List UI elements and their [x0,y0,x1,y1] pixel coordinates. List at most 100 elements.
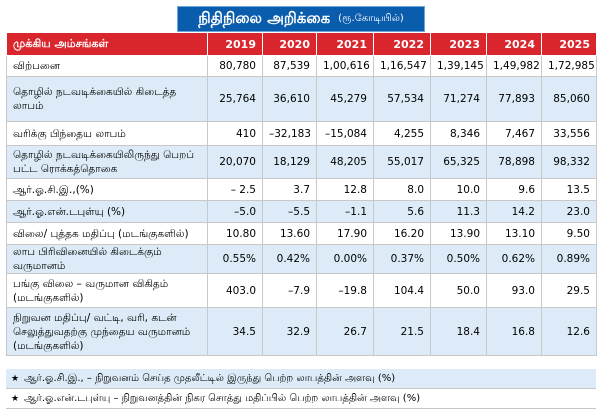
cell-value: 0.89% [541,244,597,274]
row-label: பங்கு விலை – வருமான விகிதம் (மடங்குகளில்… [6,273,208,308]
row-label: ஆர்.ஓ.சி.இ.,(%) [6,178,208,201]
cell-value: 104.4 [373,273,431,308]
unit-label: (ரூ.கோடியில்) [338,13,404,24]
header-year: 2020 [262,32,317,56]
title-box: நிதிநிலை அறிக்கை (ரூ.கோடியில்) [177,6,425,32]
star-icon: ★ [10,373,20,384]
cell-value: 85,060 [541,76,597,122]
header-year: 2025 [541,32,597,56]
cell-value: 410 [207,121,263,146]
financial-table: முக்கிய அம்சங்கள் 2019 2020 2021 2022 20… [6,32,597,356]
cell-value: 1,39,145 [430,55,487,77]
footnote: ★ ஆர்.ஓ.சி.இ., – நிறுவனம் செய்த முதலீட்ட… [6,369,596,389]
cell-value: 11.3 [430,200,487,223]
cell-value: 34.5 [207,307,263,356]
cell-value: 71,274 [430,76,487,122]
cell-value: 87,539 [262,55,317,77]
cell-value: 78,898 [486,145,542,179]
row-label: ஆர்.ஓ.என்.டபுள்யு (%) [6,200,208,223]
cell-value: 1,49,982 [486,55,542,77]
table-row: தொழில் நடவடிக்கையில் கிடைத்த லாபம் 25,76… [6,76,597,122]
cell-value: –32,183 [262,121,317,146]
cell-value: 93.0 [486,273,542,308]
header-year: 2023 [430,32,487,56]
cell-value: –15,084 [316,121,374,146]
cell-value: 57,534 [373,76,431,122]
table-row: நிறுவன மதிப்பு/ வட்டி, வரி, கடன் செலுத்த… [6,307,597,356]
header-year: 2019 [207,32,263,56]
header-label: முக்கிய அம்சங்கள் [6,32,208,56]
cell-value: 10.0 [430,178,487,201]
cell-value: 45,279 [316,76,374,122]
cell-value: 12.6 [541,307,597,356]
cell-value: 36,610 [262,76,317,122]
cell-value: –1.1 [316,200,374,223]
cell-value: 8.0 [373,178,431,201]
cell-value: 48,205 [316,145,374,179]
cell-value: 29.5 [541,273,597,308]
cell-value: 25,764 [207,76,263,122]
cell-value: 3.7 [262,178,317,201]
cell-value: 33,556 [541,121,597,146]
cell-value: 0.00% [316,244,374,274]
row-label: தொழில் நடவடிக்கையிலிருந்து பெறப் பட்ட ரொ… [6,145,208,179]
row-label: லாப பிரிவினையில் கிடைக்கும் வருமானம் [6,244,208,274]
cell-value: 7,467 [486,121,542,146]
cell-value: –7.9 [262,273,317,308]
row-label: தொழில் நடவடிக்கையில் கிடைத்த லாபம் [6,76,208,122]
table-row: வரிக்கு பிந்தைய லாபம் 410 –32,183 –15,08… [6,121,597,146]
row-label: விற்பனை [6,55,208,77]
cell-value: 403.0 [207,273,263,308]
cell-value: 0.62% [486,244,542,274]
cell-value: –5.5 [262,200,317,223]
row-label: வரிக்கு பிந்தைய லாபம் [6,121,208,146]
cell-value: 10.80 [207,222,263,245]
cell-value: –19.8 [316,273,374,308]
cell-value: 32.9 [262,307,317,356]
cell-value: 80,780 [207,55,263,77]
cell-value: 13.90 [430,222,487,245]
row-label: நிறுவன மதிப்பு/ வட்டி, வரி, கடன் செலுத்த… [6,307,208,356]
cell-value: 55,017 [373,145,431,179]
cell-value: 0.37% [373,244,431,274]
cell-value: 26.7 [316,307,374,356]
table-row: விற்பனை 80,780 87,539 1,00,616 1,16,547 … [6,55,597,77]
cell-value: 65,325 [430,145,487,179]
cell-value: 23.0 [541,200,597,223]
cell-value: 9.50 [541,222,597,245]
cell-value: 14.2 [486,200,542,223]
cell-value: 16.20 [373,222,431,245]
title-bar: நிதிநிலை அறிக்கை (ரூ.கோடியில்) [0,0,600,32]
footnote: ★ ஆர்.ஓ.என்.டபுள்யு – நிறுவனத்தின் நிகர … [6,389,596,409]
cell-value: 50.0 [430,273,487,308]
cell-value: 0.42% [262,244,317,274]
cell-value: 8,346 [430,121,487,146]
table-row: லாப பிரிவினையில் கிடைக்கும் வருமானம் 0.5… [6,244,597,274]
table-header-row: முக்கிய அம்சங்கள் 2019 2020 2021 2022 20… [6,32,597,56]
page-title: நிதிநிலை அறிக்கை [198,9,331,27]
cell-value: 0.50% [430,244,487,274]
header-year: 2022 [373,32,431,56]
table-row: விலை/ புத்தக மதிப்பு (மடங்குகளில்) 10.80… [6,222,597,245]
star-icon: ★ [10,393,20,404]
cell-value: –5.0 [207,200,263,223]
cell-value: 16.8 [486,307,542,356]
cell-value: 77,893 [486,76,542,122]
cell-value: 13.10 [486,222,542,245]
header-year: 2024 [486,32,542,56]
table-row: ஆர்.ஓ.என்.டபுள்யு (%) –5.0 –5.5 –1.1 5.6… [6,200,597,223]
cell-value: 5.6 [373,200,431,223]
table-row: பங்கு விலை – வருமான விகிதம் (மடங்குகளில்… [6,273,597,308]
cell-value: 21.5 [373,307,431,356]
cell-value: 12.8 [316,178,374,201]
cell-value: 13.5 [541,178,597,201]
cell-value: 1,72,985 [541,55,597,77]
cell-value: 18,129 [262,145,317,179]
cell-value: 17.90 [316,222,374,245]
cell-value: 13.60 [262,222,317,245]
table-row: ஆர்.ஓ.சி.இ.,(%) – 2.5 3.7 12.8 8.0 10.0 … [6,178,597,201]
cell-value: 9.6 [486,178,542,201]
cell-value: 18.4 [430,307,487,356]
cell-value: – 2.5 [207,178,263,201]
cell-value: 1,16,547 [373,55,431,77]
